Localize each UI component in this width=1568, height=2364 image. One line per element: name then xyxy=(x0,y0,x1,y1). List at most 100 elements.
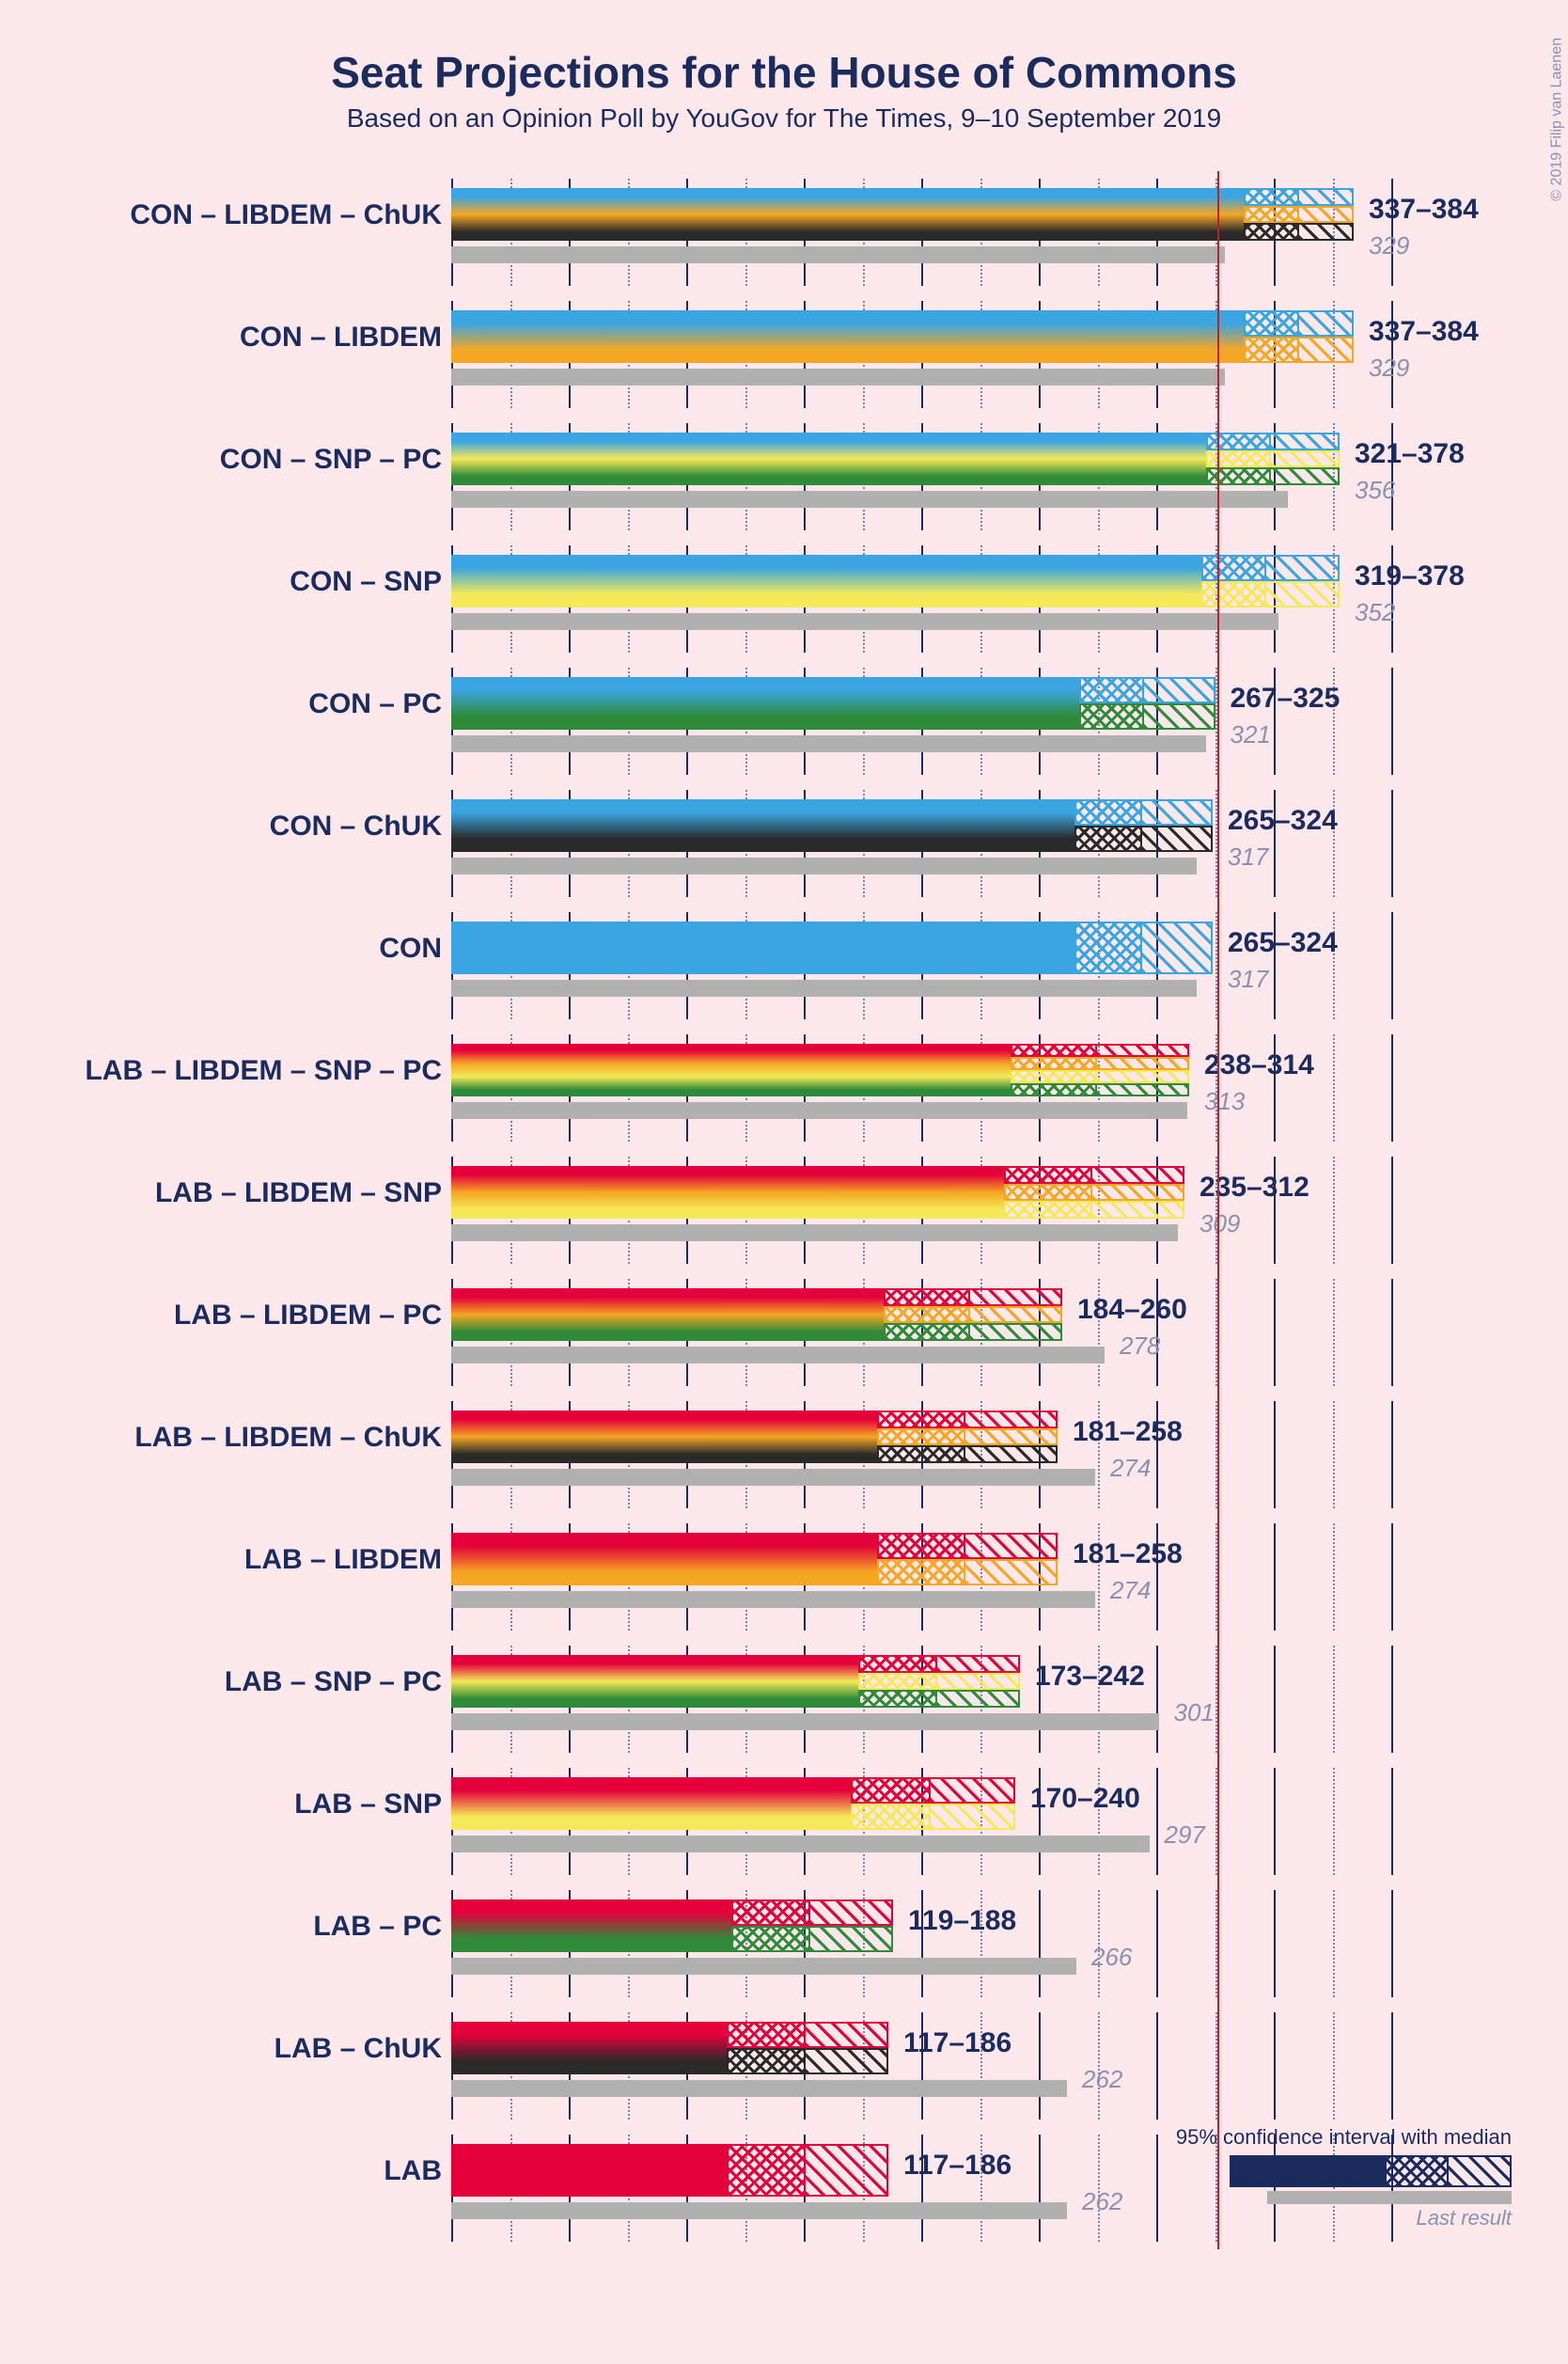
chart-row: CON – LIBDEM337–384329 xyxy=(451,293,1391,416)
last-result-label: 266 xyxy=(1091,1943,1132,1972)
last-result-label: 301 xyxy=(1174,1698,1215,1727)
range-label: 319–378 xyxy=(1355,560,1465,592)
last-result-label: 274 xyxy=(1110,1576,1151,1605)
majority-line xyxy=(1217,171,1219,2249)
last-result-bar xyxy=(451,1102,1187,1119)
range-label: 119–188 xyxy=(908,1905,1016,1937)
chart-row: LAB – LIBDEM – SNP235–312309 xyxy=(451,1149,1391,1271)
chart-row: LAB – LIBDEM – ChUK181–258274 xyxy=(451,1394,1391,1516)
row-label: CON – PC xyxy=(9,688,442,720)
chart-title: Seat Projections for the House of Common… xyxy=(0,47,1568,98)
confidence-interval xyxy=(858,1655,1021,1708)
chart-row: CON – PC267–325321 xyxy=(451,660,1391,782)
last-result-bar xyxy=(451,246,1225,263)
chart-row: LAB – LIBDEM – SNP – PC238–314313 xyxy=(451,1027,1391,1149)
plot-area: CON – LIBDEM – ChUK337–384329CON – LIBDE… xyxy=(451,171,1391,2249)
last-result-bar xyxy=(451,1347,1105,1363)
last-result-label: 329 xyxy=(1369,231,1409,260)
range-label: 265–324 xyxy=(1228,805,1338,837)
last-result-label: 262 xyxy=(1082,2187,1122,2216)
chart-row: CON – ChUK265–324317 xyxy=(451,782,1391,905)
last-result-label: 313 xyxy=(1204,1087,1245,1116)
row-label: LAB xyxy=(9,2155,442,2187)
row-label: LAB – LIBDEM – SNP – PC xyxy=(9,1055,442,1087)
legend-bar xyxy=(1230,2155,1512,2187)
last-result-bar xyxy=(451,2080,1067,2097)
last-result-label: 297 xyxy=(1165,1820,1205,1850)
confidence-interval xyxy=(1201,555,1341,607)
range-label: 170–240 xyxy=(1030,1783,1140,1815)
last-result-bar xyxy=(451,1836,1150,1852)
confidence-interval xyxy=(1074,799,1214,852)
last-result-label: 352 xyxy=(1355,598,1395,627)
row-label: CON – LIBDEM xyxy=(9,322,442,354)
chart-row: CON265–324317 xyxy=(451,905,1391,1027)
chart-row: LAB – LIBDEM – PC184–260278 xyxy=(451,1271,1391,1394)
confidence-interval xyxy=(1206,433,1341,485)
last-result-bar xyxy=(451,2202,1067,2219)
range-label: 337–384 xyxy=(1369,194,1479,226)
row-label: CON – LIBDEM – ChUK xyxy=(9,199,442,231)
last-result-bar xyxy=(451,735,1206,752)
last-result-label: 274 xyxy=(1110,1454,1151,1483)
row-label: LAB – LIBDEM – ChUK xyxy=(9,1422,442,1454)
last-result-bar xyxy=(451,613,1278,630)
row-label: CON – SNP xyxy=(9,566,442,598)
row-label: LAB – ChUK xyxy=(9,2033,442,2065)
chart-row: LAB – SNP170–240297 xyxy=(451,1760,1391,1883)
row-label: LAB – LIBDEM – PC xyxy=(9,1300,442,1332)
confidence-interval xyxy=(851,1777,1015,1830)
confidence-interval xyxy=(1004,1166,1185,1219)
last-result-label: 262 xyxy=(1082,2065,1122,2094)
chart-row: CON – LIBDEM – ChUK337–384329 xyxy=(451,171,1391,293)
row-label: CON – SNP – PC xyxy=(9,444,442,476)
range-label: 337–384 xyxy=(1369,316,1479,348)
confidence-interval xyxy=(1079,677,1215,730)
range-label: 265–324 xyxy=(1228,927,1338,959)
row-label: LAB – LIBDEM xyxy=(9,1544,442,1576)
legend-last-bar xyxy=(1267,2191,1512,2204)
row-label: LAB – PC xyxy=(9,1911,442,1943)
legend-last-label: Last result xyxy=(1173,2206,1512,2230)
row-label: LAB – SNP – PC xyxy=(9,1666,442,1698)
confidence-interval xyxy=(877,1411,1058,1463)
range-label: 321–378 xyxy=(1355,438,1465,470)
legend: 95% confidence interval with median Last… xyxy=(1173,2125,1512,2230)
chart-row: LAB – ChUK117–186262 xyxy=(451,2005,1391,2127)
confidence-interval xyxy=(727,2022,889,2074)
last-result-label: 317 xyxy=(1228,843,1268,872)
range-label: 173–242 xyxy=(1035,1661,1145,1693)
last-result-bar xyxy=(451,1469,1095,1486)
confidence-interval xyxy=(731,1899,894,1952)
chart-row: LAB – SNP – PC173–242301 xyxy=(451,1638,1391,1760)
last-result-label: 321 xyxy=(1231,720,1271,749)
last-result-bar xyxy=(451,1713,1159,1730)
last-result-label: 329 xyxy=(1369,354,1409,383)
row-label: LAB – SNP xyxy=(9,1789,442,1820)
range-label: 117–186 xyxy=(903,2027,1011,2059)
last-result-label: 317 xyxy=(1228,965,1268,994)
chart-subtitle: Based on an Opinion Poll by YouGov for T… xyxy=(0,103,1568,134)
range-label: 181–258 xyxy=(1073,1416,1183,1448)
last-result-bar xyxy=(451,369,1225,386)
confidence-interval xyxy=(1074,922,1214,974)
chart-row: LAB – PC119–188266 xyxy=(451,1883,1391,2005)
confidence-interval xyxy=(877,1533,1058,1585)
range-label: 267–325 xyxy=(1231,683,1341,715)
last-result-bar xyxy=(451,491,1288,508)
legend-ci-label: 95% confidence interval with median xyxy=(1173,2125,1512,2150)
range-label: 117–186 xyxy=(903,2150,1011,2182)
chart-row: CON – SNP319–378352 xyxy=(451,538,1391,660)
last-result-label: 278 xyxy=(1120,1332,1160,1361)
chart-row: LAB – LIBDEM181–258274 xyxy=(451,1516,1391,1638)
last-result-bar xyxy=(451,1224,1178,1241)
last-result-label: 356 xyxy=(1355,476,1395,505)
confidence-interval xyxy=(727,2144,889,2197)
row-label: LAB – LIBDEM – SNP xyxy=(9,1177,442,1209)
confidence-interval xyxy=(1011,1044,1189,1096)
range-label: 184–260 xyxy=(1077,1294,1187,1326)
copyright: © 2019 Filip van Laenen xyxy=(1549,38,1566,201)
chart-row: CON – SNP – PC321–378356 xyxy=(451,416,1391,538)
row-label: CON xyxy=(9,933,442,965)
last-result-bar xyxy=(451,980,1197,997)
